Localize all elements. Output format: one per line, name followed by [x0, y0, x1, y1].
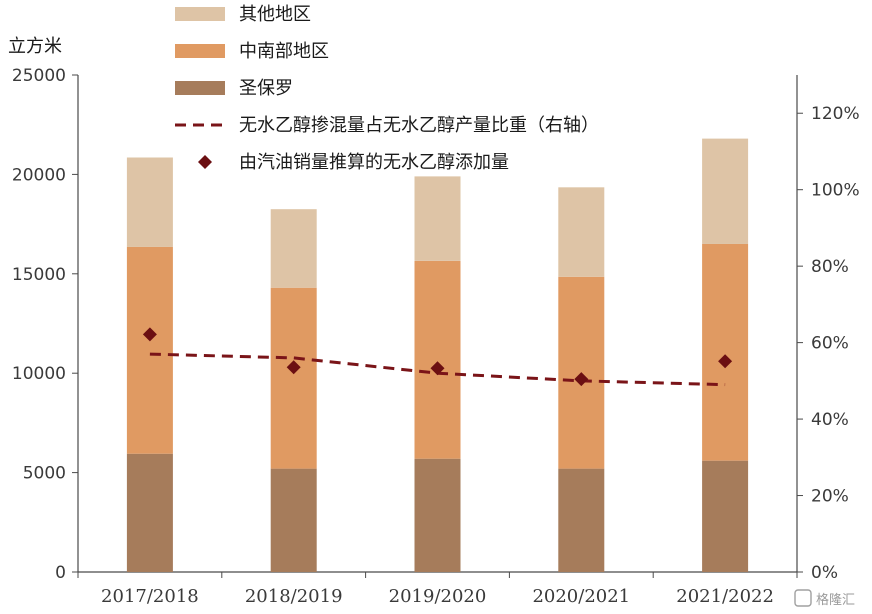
- watermark-logo-icon: [794, 589, 812, 607]
- watermark-text: 格隆汇: [816, 592, 855, 608]
- right-tick-label: 0%: [811, 563, 838, 583]
- bar-segment: [414, 260, 461, 459]
- diamond-point: [574, 372, 589, 387]
- bar-segment: [414, 176, 461, 261]
- left-tick-label: 10000: [12, 364, 66, 384]
- diamond-point: [142, 327, 157, 342]
- right-tick-label: 100%: [811, 181, 860, 201]
- bar-segment: [270, 468, 317, 572]
- bar-segment: [126, 453, 173, 572]
- diamond-point: [718, 354, 733, 369]
- diamond-point: [286, 360, 301, 375]
- left-tick-label: 25000: [12, 66, 66, 86]
- x-category-label: 2020/2021: [532, 586, 630, 607]
- bar-segment: [270, 287, 317, 469]
- bar-segment: [558, 468, 605, 572]
- legend-swatch: [175, 44, 225, 58]
- x-category-label: 2017/2018: [101, 586, 199, 607]
- bar-segment: [558, 187, 605, 277]
- right-tick-label: 40%: [811, 410, 849, 430]
- bar-segment: [702, 243, 749, 461]
- bar-segment: [702, 460, 749, 572]
- bar-segment: [702, 138, 749, 244]
- bar-segment: [126, 246, 173, 454]
- legend-label: 中南部地区: [239, 41, 329, 62]
- legend-swatch: [175, 81, 225, 95]
- legend-label: 圣保罗: [239, 78, 293, 99]
- axes: 0 5000 10000 15000 20000 25000 0% 20% 40% 60% 80% 1…: [12, 66, 860, 607]
- bar-segment: [414, 458, 461, 572]
- left-tick-label: 0: [55, 563, 66, 583]
- bar-segment: [270, 209, 317, 288]
- x-category-label: 2019/2020: [389, 586, 487, 607]
- bar-segment: [126, 157, 173, 247]
- legend-swatch: [198, 155, 212, 169]
- right-tick-label: 20%: [811, 487, 849, 507]
- left-tick-label: 20000: [12, 165, 66, 185]
- right-tick-label: 60%: [811, 334, 849, 354]
- watermark: 格隆汇: [794, 589, 855, 608]
- diamond-point: [430, 361, 445, 376]
- legend-label: 由汽油销量推算的无水乙醇添加量: [239, 152, 509, 173]
- legend-label: 无水乙醇掺混量占无水乙醇产量比重（右轴）: [239, 115, 599, 136]
- legend-label: 其他地区: [239, 4, 311, 25]
- x-category-label: 2018/2019: [245, 586, 343, 607]
- left-tick-label: 5000: [23, 464, 66, 484]
- right-tick-label: 120%: [811, 104, 860, 124]
- bars: [126, 138, 749, 572]
- scatter-points: [142, 327, 733, 387]
- right-tick-label: 80%: [811, 257, 849, 277]
- legend-swatch: [175, 7, 225, 21]
- x-category-label: 2021/2022: [676, 586, 774, 607]
- left-tick-label: 15000: [12, 265, 66, 285]
- left-axis-unit: 立方米: [8, 36, 62, 57]
